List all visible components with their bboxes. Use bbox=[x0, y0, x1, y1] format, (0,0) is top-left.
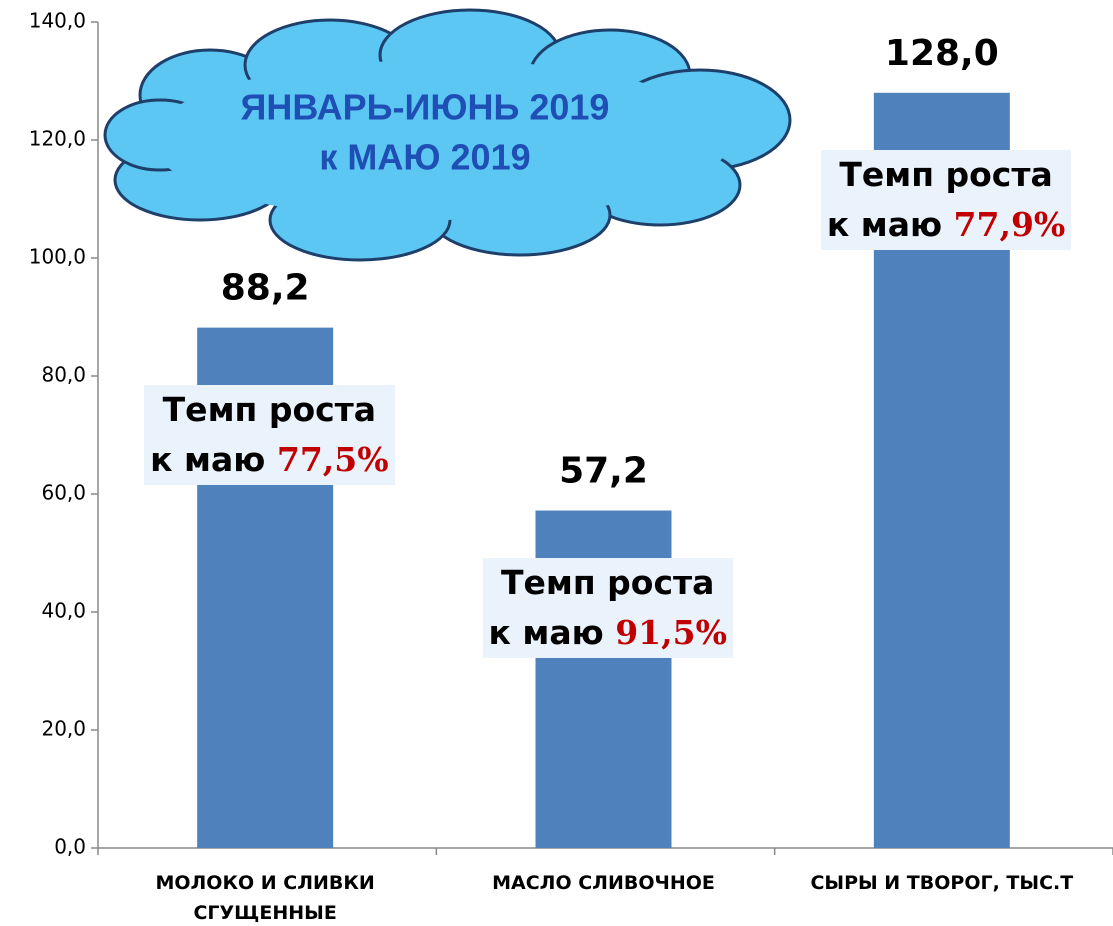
annotation-text: Темп роста bbox=[839, 155, 1053, 194]
annotation-text: Темп роста bbox=[162, 390, 377, 429]
annotation-text: Темп роста bbox=[501, 563, 715, 602]
x-tick-label: СЫРЫ И ТВОРОГ, ТЫС.Т bbox=[810, 872, 1074, 894]
y-tick-label: 80,0 bbox=[41, 363, 86, 387]
y-tick-label: 40,0 bbox=[41, 599, 86, 623]
annotation-line: Темп роста bbox=[827, 150, 1065, 200]
annotation-rate: 77,5% bbox=[276, 440, 389, 479]
y-tick-label: 0,0 bbox=[54, 835, 86, 859]
cloud-title: ЯНВАРЬ-ИЮНЬ 2019 bbox=[241, 87, 610, 128]
y-tick-label: 120,0 bbox=[29, 127, 86, 151]
y-tick-label: 60,0 bbox=[41, 481, 86, 505]
growth-annotation: Темп роста к маю 91,5% bbox=[482, 558, 733, 658]
annotation-rate: 91,5% bbox=[615, 613, 727, 652]
x-tick-label: МОЛОКО И СЛИВКИ СГУЩЕННЫЕ bbox=[155, 872, 375, 924]
annotation-rate: 77,9% bbox=[953, 205, 1066, 244]
value-label: 57,2 bbox=[559, 451, 648, 492]
cloud-fill bbox=[150, 60, 730, 220]
annotation-text: к маю bbox=[826, 205, 943, 244]
x-tick-label: МАСЛО СЛИВОЧНОЕ bbox=[492, 872, 715, 894]
annotation-line: к маю 91,5% bbox=[489, 608, 727, 658]
value-label: 128,0 bbox=[885, 33, 999, 74]
annotation-line: Темп роста bbox=[489, 558, 727, 608]
growth-annotation: Темп роста к маю 77,9% bbox=[820, 150, 1072, 250]
annotation-line: к маю 77,9% bbox=[827, 200, 1065, 250]
y-tick-label: 100,0 bbox=[29, 245, 86, 269]
value-label: 88,2 bbox=[221, 268, 310, 309]
annotation-text: к маю bbox=[150, 440, 266, 479]
annotation-line: к маю 77,5% bbox=[150, 435, 388, 485]
annotation-text: к маю bbox=[488, 613, 604, 652]
cloud-subtitle: к МАЮ 2019 bbox=[319, 137, 530, 178]
annotation-line: Темп роста bbox=[150, 385, 388, 435]
y-tick-label: 20,0 bbox=[41, 717, 86, 741]
y-tick-label: 140,0 bbox=[29, 9, 86, 33]
growth-annotation: Темп роста к маю 77,5% bbox=[144, 385, 395, 485]
